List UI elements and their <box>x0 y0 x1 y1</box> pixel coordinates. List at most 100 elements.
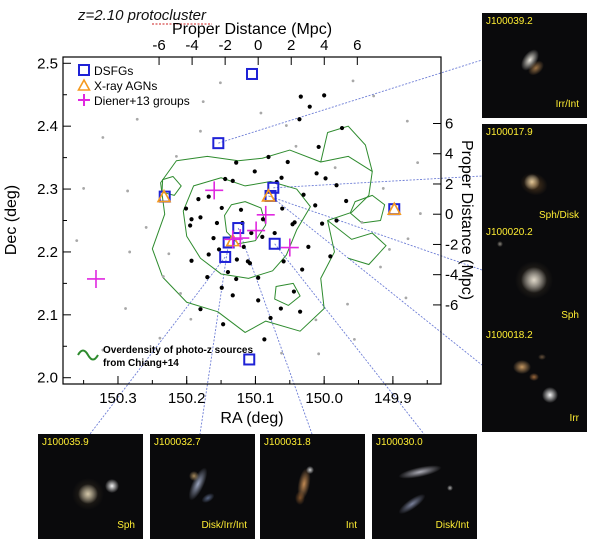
cutout-morphology: Irr <box>569 413 579 424</box>
right-tick-label: 2 <box>445 176 453 193</box>
contour-level <box>320 125 373 172</box>
field-point <box>388 248 391 251</box>
member-point <box>188 223 193 228</box>
field-point <box>161 275 165 278</box>
cutout-panel: J100031.8 Int <box>260 434 365 539</box>
top-axis-label: Proper Distance (Mpc) <box>172 21 332 38</box>
cutout-panel: J100032.7 Disk/Irr/Int <box>150 434 255 539</box>
field-point <box>353 337 356 341</box>
agn-marker <box>386 201 402 215</box>
top-tick-label: -6 <box>152 37 165 54</box>
cutout-id: J100020.2 <box>486 227 533 238</box>
field-point <box>418 212 422 215</box>
field-point <box>126 189 130 193</box>
group-marker <box>223 230 242 249</box>
galaxy-blob <box>513 360 531 374</box>
group-marker <box>247 221 266 240</box>
member-point <box>334 218 339 223</box>
member-point <box>298 309 303 314</box>
cutout-morphology: Disk/Int <box>435 520 469 531</box>
member-point <box>223 176 228 182</box>
galaxy-blob <box>72 478 104 510</box>
member-point <box>322 93 327 98</box>
cutout-image <box>513 354 558 403</box>
cutout-morphology: Sph/Disk <box>538 210 579 221</box>
member-point <box>238 207 244 212</box>
member-sources <box>183 93 349 342</box>
y-tick-label: 2.4 <box>37 118 58 135</box>
dsfg-marker <box>243 353 256 366</box>
member-point <box>320 221 325 226</box>
galaxy-blob <box>306 466 314 474</box>
dsfg-marker <box>222 236 235 249</box>
galaxy-blob <box>189 471 199 481</box>
member-point <box>298 94 303 99</box>
figure-title: z=2.10 protocluster <box>77 7 207 24</box>
member-point <box>260 234 265 239</box>
cutout-id: J100039.2 <box>486 16 533 27</box>
member-point <box>183 206 189 211</box>
field-point <box>406 237 410 241</box>
galaxy-blob <box>528 60 544 76</box>
y-tick-label: 2.1 <box>37 307 58 324</box>
member-point <box>234 257 239 262</box>
contour-note-symbol <box>77 349 99 361</box>
x-tick-label: 150.0 <box>305 390 343 407</box>
legend: DSFGs X-ray AGNs Diener+13 groups <box>77 64 190 108</box>
field-point <box>259 111 263 115</box>
member-point <box>268 315 273 321</box>
legend-dsfg-label: DSFGs <box>94 64 133 78</box>
field-point <box>416 161 420 165</box>
cutout-panel: J100020.2 Sph <box>482 224 587 329</box>
member-point <box>256 298 261 303</box>
y-tick-label: 2.5 <box>37 55 58 72</box>
dsfg-marker <box>268 237 281 250</box>
legend-agn-label: X-ray AGNs <box>94 79 157 93</box>
member-point <box>334 183 339 188</box>
member-point <box>206 194 211 199</box>
cutout-image <box>521 49 544 76</box>
cutout-guide-line <box>268 195 483 271</box>
galaxy-blob <box>398 465 442 479</box>
member-point <box>339 125 345 131</box>
cutout-morphology: Sph <box>561 310 579 321</box>
cutout-id: J100031.8 <box>264 437 311 448</box>
legend-dsfg-symbol <box>78 64 90 76</box>
legend-group-symbol <box>78 94 90 106</box>
member-point <box>300 267 305 272</box>
field-point <box>346 302 349 306</box>
galaxy-blob <box>295 491 305 505</box>
y-tick-label: 2.3 <box>37 181 58 198</box>
member-point <box>219 285 224 290</box>
group-marker <box>256 205 275 224</box>
galaxy-blob <box>538 354 546 360</box>
field-point <box>405 119 409 123</box>
top-tick-label: -2 <box>218 37 231 54</box>
cutout-panel: J100035.9 Sph <box>38 434 143 539</box>
x-axis-label: RA (deg) <box>220 410 283 427</box>
field-point <box>294 144 298 148</box>
member-point <box>189 217 194 222</box>
top-tick-label: -4 <box>185 37 198 54</box>
group-marker <box>86 269 105 288</box>
right-axis-label: Proper Distance (Mpc) <box>458 140 475 300</box>
member-point <box>285 159 290 165</box>
field-point <box>317 352 321 356</box>
x-tick-label: 150.2 <box>168 390 206 407</box>
member-point <box>230 293 235 298</box>
field-point <box>351 79 355 83</box>
field-sources <box>75 79 422 356</box>
field-point <box>201 100 205 104</box>
member-point <box>196 197 201 202</box>
top-tick-label: 6 <box>353 37 361 54</box>
group-marker <box>280 238 299 257</box>
member-point <box>314 171 319 176</box>
member-point <box>279 175 284 180</box>
contour-note: Overdensity of photo-z sources from Chia… <box>77 345 253 369</box>
galaxy-blob <box>497 241 503 247</box>
top-tick-label: 2 <box>287 37 295 54</box>
top-tick-label: 4 <box>320 37 328 54</box>
member-point <box>234 276 239 282</box>
field-point <box>124 307 127 310</box>
